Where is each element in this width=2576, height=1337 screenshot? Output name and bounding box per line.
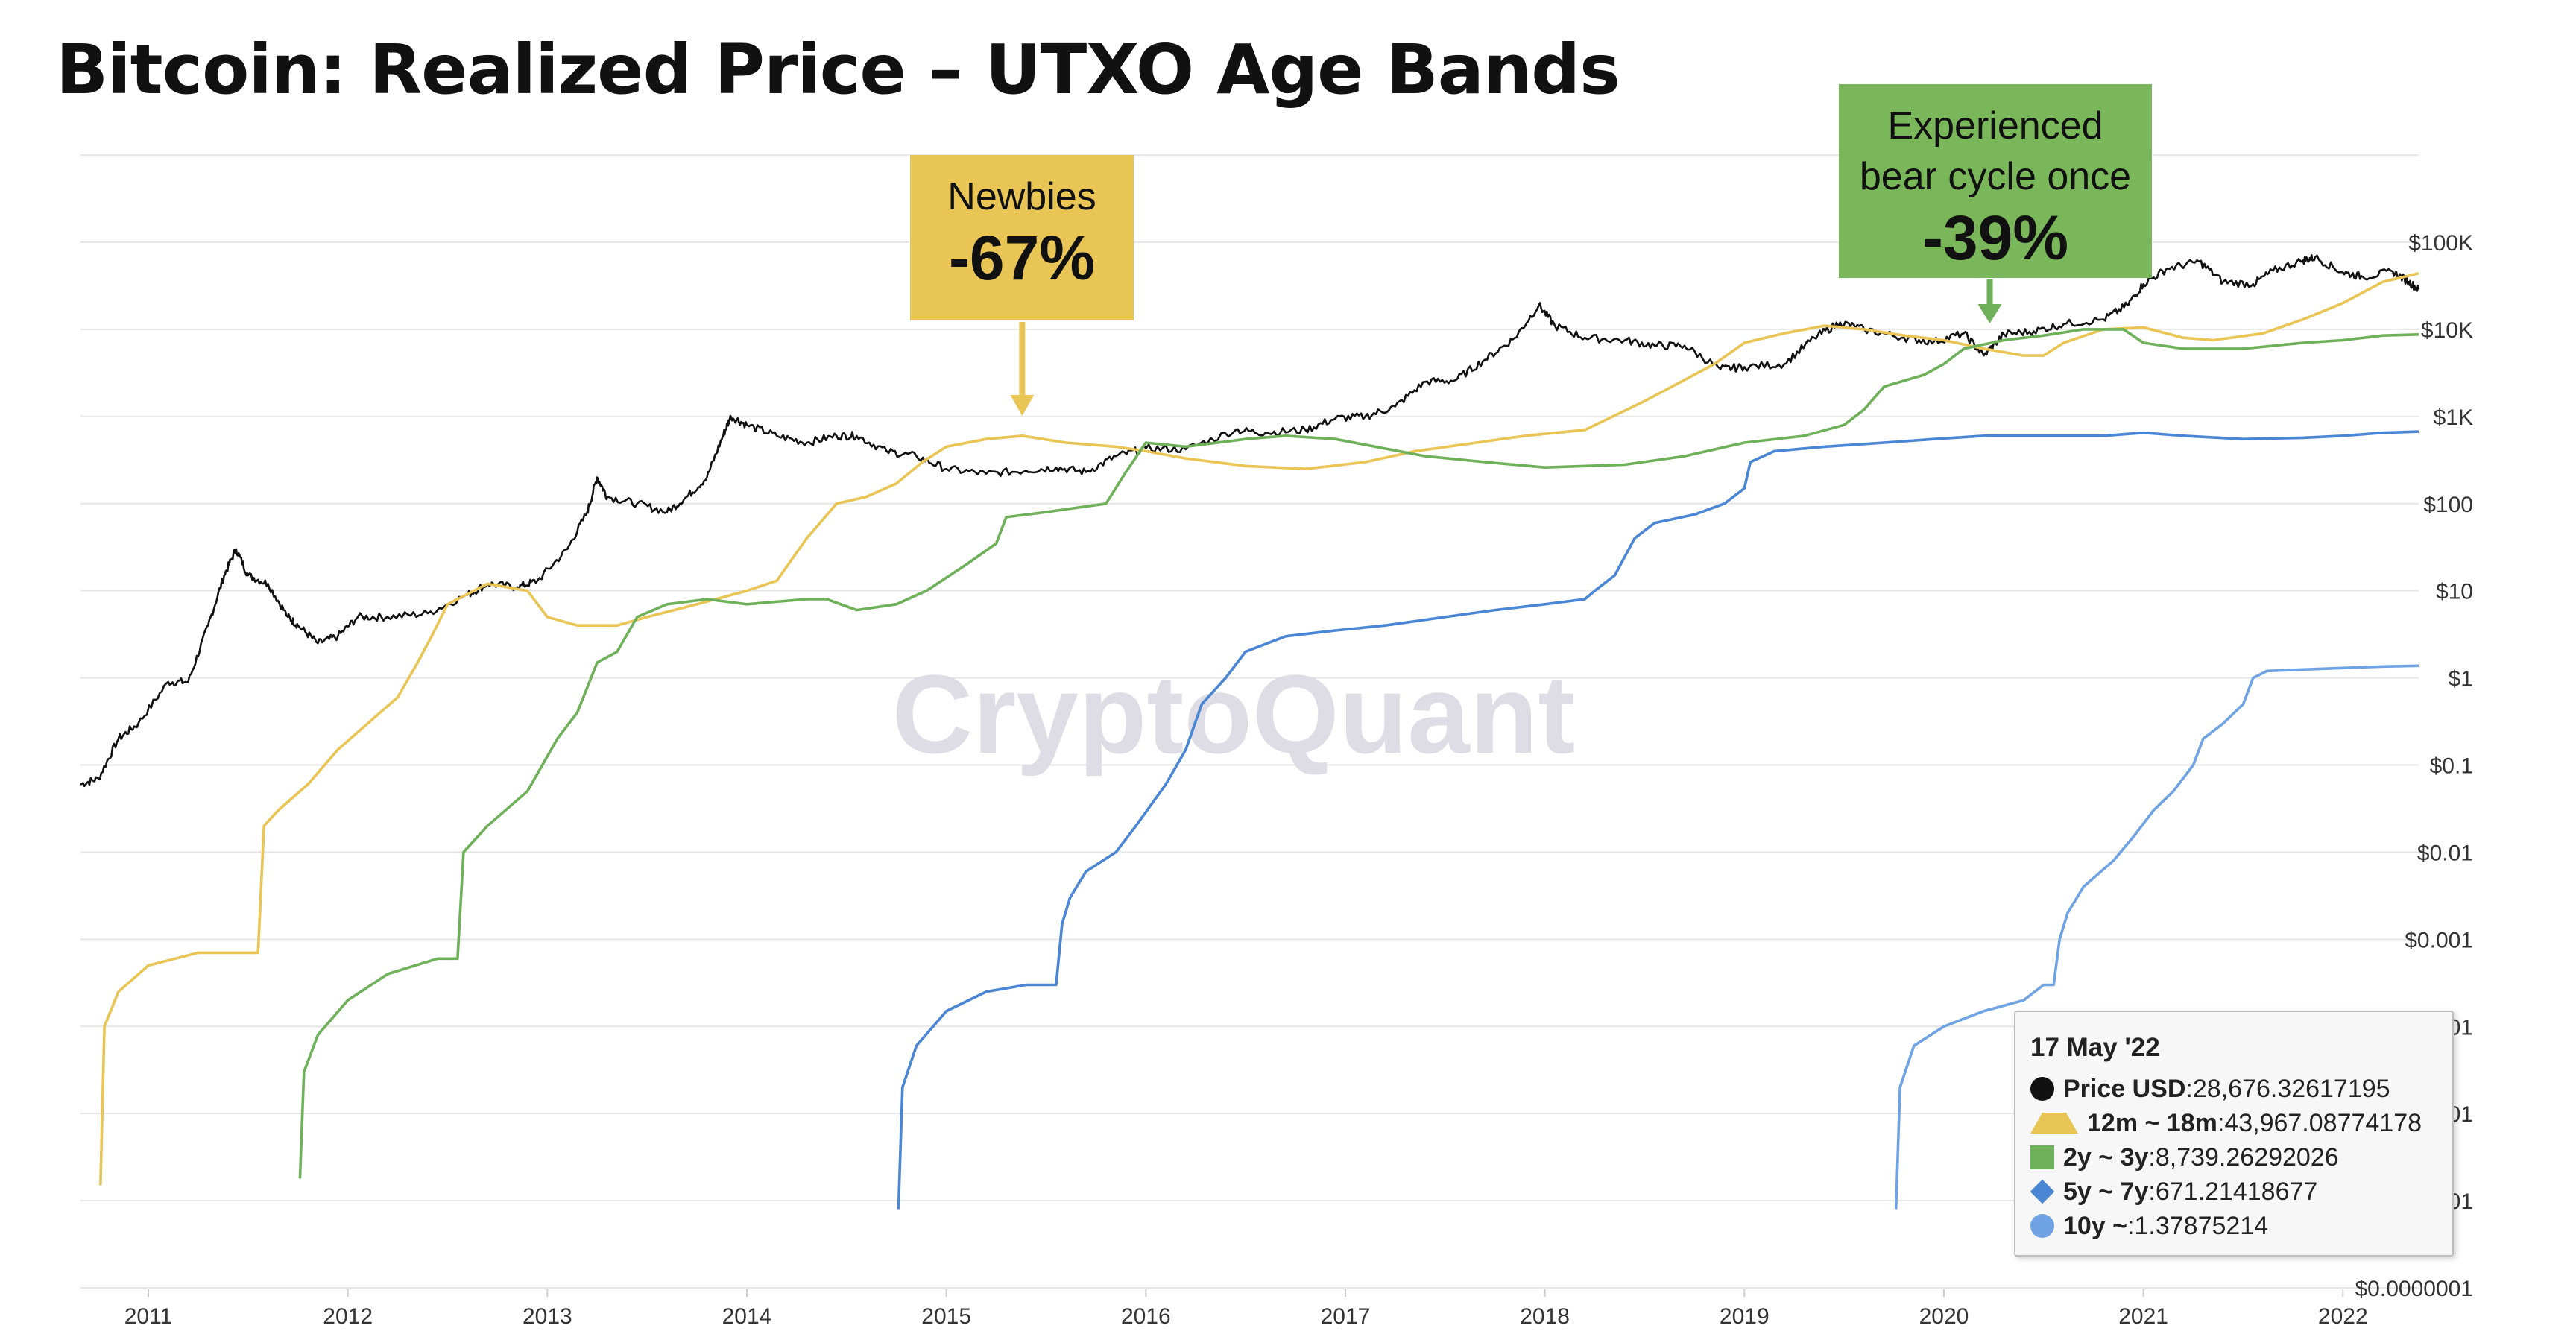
tooltip-series-name: 2y ~ 3y [2063, 1142, 2149, 1172]
experienced-label-1: Experienced [1887, 104, 2103, 148]
y-tick-label: $10K [2421, 318, 2473, 343]
newbies-callout: Newbies -67% [910, 155, 1134, 320]
watermark: CryptoQuant [892, 651, 1576, 777]
y-tick-label: $1 [2449, 667, 2473, 692]
tooltip-series-value: 43,967.08774178 [2224, 1108, 2422, 1137]
tooltip-series-name: 10y ~ [2063, 1211, 2128, 1240]
tooltip-row-12m-18m: 12m ~ 18m: 43,967.08774178 [2030, 1106, 2437, 1140]
diamond-marker-icon [2030, 1179, 2055, 1204]
experienced-callout: Experienced bear cycle once -39% [1839, 84, 2152, 278]
y-tick-label: $0.001 [2405, 928, 2473, 952]
series-line-band_5y_7y[interactable] [897, 430, 2419, 1210]
y-tick-label: $1K [2434, 405, 2473, 430]
x-tick-label: 2012 [323, 1304, 373, 1329]
tooltip-row-2y-3y: 2y ~ 3y: 8,739.26292026 [2030, 1140, 2437, 1175]
series-layer [80, 253, 2420, 1210]
x-axis: 2011 2012 2013 2014 2015 2016 2017 2018 2019 2020… [124, 1289, 2368, 1329]
series-line-band_10y[interactable] [1894, 664, 2419, 1210]
tooltip-row-10y: 10y ~: 1.37875214 [2030, 1209, 2437, 1243]
x-tick-label: 2021 [2118, 1304, 2168, 1329]
x-tick-label: 2017 [1321, 1304, 1371, 1329]
tooltip-series-value: 8,739.26292026 [2155, 1142, 2339, 1172]
callout-arrows [1010, 279, 2002, 416]
x-tick-label: 2011 [124, 1304, 173, 1329]
triangle-marker-icon [2030, 1113, 2078, 1134]
experienced-arrow-head [1977, 304, 2002, 323]
tooltip-series-value: 28,676.32617195 [2192, 1074, 2390, 1103]
chart-tooltip: 17 May '22 Price USD: 28,676.32617195 12… [2014, 1011, 2454, 1257]
newbies-arrow-head [1010, 395, 1035, 416]
y-tick-label: $0.1 [2430, 754, 2473, 779]
square-marker-icon [2030, 1145, 2054, 1169]
series-line-band_12m_18m[interactable] [99, 271, 2419, 1186]
x-tick-label: 2013 [523, 1304, 572, 1329]
tooltip-row-5y-7y: 5y ~ 7y: 671.21418677 [2030, 1175, 2437, 1209]
experienced-label-2: bear cycle once [1859, 155, 2132, 198]
circle-marker-icon [2030, 1214, 2054, 1238]
newbies-value: -67% [948, 223, 1096, 293]
y-tick-label: $100K [2408, 231, 2473, 256]
x-tick-label: 2015 [921, 1304, 971, 1329]
series-line-band_2y_3y[interactable] [298, 328, 2419, 1179]
x-tick-label: 2019 [1720, 1304, 1770, 1329]
y-tick-label: $0.0000001 [2355, 1277, 2474, 1301]
tooltip-series-name: 5y ~ 7y [2063, 1177, 2149, 1206]
y-tick-label: $10 [2436, 580, 2473, 604]
chart-title: Bitcoin: Realized Price – UTXO Age Bands [56, 30, 1620, 110]
series-line-price[interactable] [80, 253, 2420, 788]
x-tick-label: 2022 [2318, 1304, 2368, 1329]
tooltip-series-value: 1.37875214 [2134, 1211, 2269, 1240]
y-tick-label: $100 [2423, 493, 2473, 517]
newbies-label: Newbies [947, 175, 1096, 218]
circle-marker-icon [2030, 1077, 2054, 1101]
x-tick-label: 2014 [722, 1304, 772, 1329]
x-tick-label: 2016 [1121, 1304, 1171, 1329]
tooltip-row-price: Price USD: 28,676.32617195 [2030, 1072, 2437, 1106]
x-tick-label: 2018 [1520, 1304, 1570, 1329]
tooltip-series-value: 671.21418677 [2155, 1177, 2318, 1206]
y-tick-label: $0.01 [2417, 841, 2473, 865]
tooltip-series-name: 12m ~ 18m [2087, 1108, 2217, 1137]
tooltip-date: 17 May '22 [2030, 1033, 2160, 1062]
experienced-value: -39% [1922, 203, 2069, 273]
x-tick-label: 2020 [1919, 1304, 1969, 1329]
tooltip-series-name: Price USD [2063, 1074, 2186, 1103]
